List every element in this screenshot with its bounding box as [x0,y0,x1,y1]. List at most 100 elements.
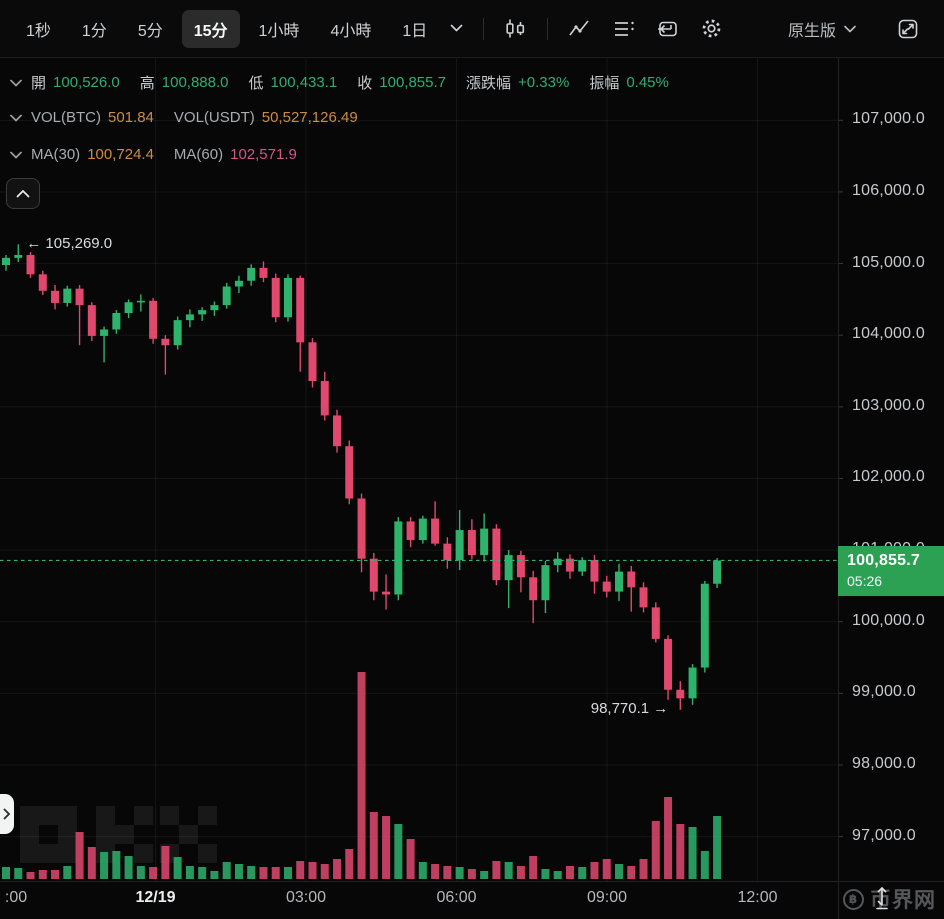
timeframe-5分[interactable]: 5分 [137,22,163,40]
volume-bar [541,869,550,879]
site-watermark-text: 币界网 [870,889,936,912]
expand-side-panel-button[interactable] [0,794,14,834]
fullscreen-icon[interactable] [890,14,926,44]
x-axis-label: :00 [4,889,28,906]
candle-body [14,254,23,258]
candle-body [565,558,574,572]
amplitude-label: 振幅 [589,75,620,92]
volume-bar [222,862,231,879]
volume-bar [112,851,121,879]
volume-bar [124,856,133,879]
volume-bar [75,832,84,879]
timeframe-15分[interactable]: 15分 [181,9,240,48]
candle-body [676,689,685,699]
timeframe-1秒[interactable]: 1秒 [26,22,51,40]
volume-bar [565,866,574,879]
volume-bar [345,849,354,879]
collapse-row-chevron-icon[interactable] [10,151,22,159]
open-value: 100,526.0 [53,74,120,91]
x-axis-label: 03:00 [285,889,327,906]
candle-body [357,498,366,559]
candle-body [234,280,243,287]
candle-body [713,560,722,584]
axis-scale-drag-icon[interactable] [873,884,891,917]
candle-body [149,300,158,339]
volume-bar [149,867,158,879]
y-axis-label: 99,000.0 [852,683,916,701]
collapse-row-chevron-icon[interactable] [10,79,22,87]
version-chevron-icon [844,25,856,32]
price-axis[interactable]: 107,000.0 106,000.0 105,000.0 104,000.0 103,… [838,58,944,881]
candle-body [529,577,538,601]
y-axis-label: 100,000.0 [852,611,925,629]
indicator-list-icon[interactable] [605,14,643,44]
site-watermark: ฿ 币界网 [843,884,936,914]
candle-body [112,312,121,330]
volume-bar [529,856,538,879]
current-price-time: 05:26 [847,573,883,590]
version-selector[interactable]: 原生版 [782,16,862,42]
timeframe-1分[interactable]: 1分 [81,22,107,40]
y-axis-label: 102,000.0 [852,468,925,486]
collapse-panel-button[interactable] [6,178,40,209]
volume-bar [296,861,305,879]
candle-body [173,320,182,346]
low-price-annotation: 98,770.1 → [590,699,669,717]
candle-body [259,267,268,278]
high-value: 100,888.0 [161,74,229,91]
high-label: 高 [139,75,155,92]
close-label: 收 [357,75,373,92]
candle-body [87,305,96,336]
candlestick-style-icon[interactable] [497,13,534,44]
volume-bar [516,866,525,879]
coin-logo-icon: ฿ [843,888,864,910]
candle-body [210,305,219,311]
candle-body [467,530,476,556]
timeframe-1日[interactable]: 1日 [402,22,428,40]
volume-bar [676,824,685,879]
vol-usdt-value: 50,527,126.49 [261,109,358,126]
candle-body [688,667,697,699]
y-axis-label: 97,000.0 [852,826,916,844]
compare-icon[interactable] [649,14,687,44]
volume-bar [320,864,329,879]
price-axis-border [838,58,839,919]
settings-gear-icon[interactable] [693,13,730,44]
candle-body [615,571,623,592]
volume-bar [406,839,415,879]
ma30-value: 100,724.4 [87,146,154,163]
current-price-value: 100,855.7 [847,552,920,570]
ma30-label: MA(30) [31,146,81,163]
volume-bar [271,867,280,879]
ohlc-legend-row: 開 100,526.0 高 100,888.0 低 100,433.1 收 10… [10,72,669,93]
indicators-icon[interactable] [561,14,599,44]
candle-body [590,560,599,582]
volume-bar [259,867,268,879]
amplitude-value: 0.45% [626,74,669,91]
volume-bar [87,847,96,879]
time-axis[interactable]: :00 12/19 03:00 06:00 09:00 12:00 [0,881,944,919]
candle-body [455,530,464,561]
candle-body [651,607,660,639]
candle-body [271,277,280,318]
volume-bar [14,868,23,879]
volume-bar [333,859,342,879]
timeframe-1小時[interactable]: 1小時 [258,22,300,40]
candle-body [516,555,525,578]
candle-body [161,338,170,346]
ma60-label: MA(60) [173,146,224,163]
candle-body [492,528,501,581]
version-label: 原生版 [787,22,836,40]
x-axis-label: 12/19 [135,889,176,906]
volume-bar [651,821,660,879]
volume-bar [100,852,109,879]
change-label: 漲跌幅 [466,75,512,92]
volume-bar [664,797,673,879]
timeframe-4小時[interactable]: 4小時 [330,22,372,40]
ma-legend-row: MA(30) 100,724.4 MA(60) 102,571.9 [10,146,297,163]
collapse-row-chevron-icon[interactable] [10,114,22,122]
volume-bar [2,867,10,879]
candle-body [553,558,562,566]
timeframe-more-chevron-icon[interactable] [443,20,470,37]
